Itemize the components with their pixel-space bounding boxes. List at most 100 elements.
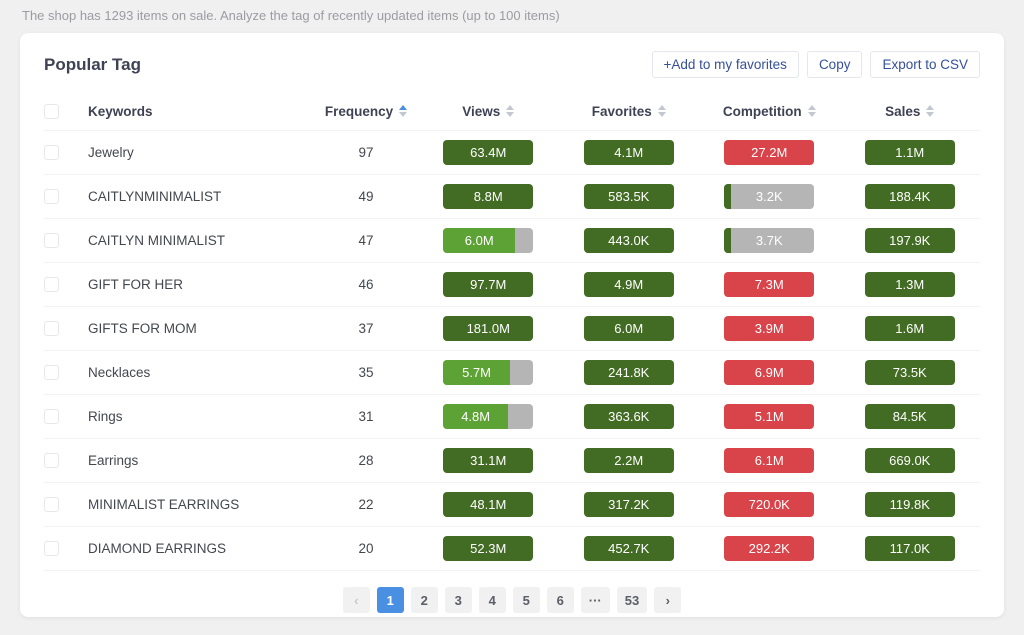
metric-value: 27.2M [751, 145, 788, 160]
competition-cell: 3.9M [699, 316, 840, 341]
metric-value: 73.5K [892, 365, 927, 380]
popular-tag-panel: Popular Tag +Add to my favorites Copy Ex… [20, 33, 1004, 617]
pagination: ‹ 1 2 3 4 5 6 ··· 53 › [44, 570, 980, 613]
metric-bar: 1.1M [864, 140, 955, 165]
page-button-4[interactable]: 4 [478, 587, 506, 613]
metric-bar: 292.2K [724, 536, 815, 561]
metric-bar: 6.9M [724, 360, 815, 385]
shop-summary-banner: The shop has 1293 items on sale. Analyze… [22, 8, 560, 23]
frequency-cell: 22 [358, 497, 374, 512]
export-csv-button[interactable]: Export to CSV [870, 51, 980, 78]
sales-cell: 197.9K [840, 228, 981, 253]
views-cell: 48.1M [418, 492, 559, 517]
add-to-favorites-button[interactable]: +Add to my favorites [651, 51, 799, 78]
metric-value: 4.1M [614, 145, 644, 160]
metric-bar: 317.2K [583, 492, 674, 517]
row-checkbox[interactable] [44, 365, 59, 380]
frequency-cell: 31 [358, 409, 374, 424]
metric-bar: 7.3M [724, 272, 815, 297]
metric-value: 181.0M [466, 321, 510, 336]
table-header: Keywords Frequency Views Favorites Competiti… [44, 92, 980, 130]
page-button-5[interactable]: 5 [512, 587, 540, 613]
metric-bar: 4.9M [583, 272, 674, 297]
views-cell: 8.8M [418, 184, 559, 209]
metric-bar: 97.7M [443, 272, 534, 297]
table-row: GIFTS FOR MOM 37 181.0M 6.0M 3.9M 1.6M [44, 306, 980, 350]
column-label: Favorites [591, 103, 652, 119]
frequency-cell: 97 [358, 145, 374, 160]
row-checkbox[interactable] [44, 409, 59, 424]
column-header-views[interactable]: Views [418, 104, 559, 119]
column-header-favorites[interactable]: Favorites [559, 104, 700, 119]
metric-bar: 363.6K [583, 404, 674, 429]
keyword-cell: Earrings [88, 453, 139, 468]
metric-value: 1.3M [895, 277, 925, 292]
keyword-cell: Rings [88, 409, 123, 424]
row-checkbox[interactable] [44, 277, 59, 292]
metric-value: 48.1M [470, 497, 507, 512]
metric-bar: 63.4M [443, 140, 534, 165]
metric-value: 197.9K [889, 233, 931, 248]
row-checkbox[interactable] [44, 453, 59, 468]
table-row: Jewelry 97 63.4M 4.1M 27.2M 1.1M [44, 130, 980, 174]
page-button-3[interactable]: 3 [444, 587, 472, 613]
row-checkbox[interactable] [44, 321, 59, 336]
column-header-competition[interactable]: Competition [699, 104, 840, 119]
keyword-cell: CAITLYN MINIMALIST [88, 233, 226, 248]
row-checkbox[interactable] [44, 145, 59, 160]
frequency-cell: 28 [358, 453, 374, 468]
sales-cell: 1.1M [840, 140, 981, 165]
sales-cell: 1.3M [840, 272, 981, 297]
sales-cell: 188.4K [840, 184, 981, 209]
copy-button[interactable]: Copy [806, 51, 863, 78]
row-checkbox[interactable] [44, 189, 59, 204]
metric-bar: 119.8K [864, 492, 955, 517]
favorites-cell: 452.7K [559, 536, 700, 561]
select-all-checkbox[interactable] [44, 103, 59, 119]
prev-page-button[interactable]: ‹ [342, 587, 370, 613]
row-checkbox[interactable] [44, 541, 59, 556]
page-button-1[interactable]: 1 [376, 587, 404, 613]
table-row: Earrings 28 31.1M 2.2M 6.1M 669.0K [44, 438, 980, 482]
sales-cell: 119.8K [840, 492, 981, 517]
metric-bar: 31.1M [443, 448, 534, 473]
metric-bar: 52.3M [443, 536, 534, 561]
metric-value: 669.0K [889, 453, 931, 468]
frequency-cell: 20 [358, 541, 374, 556]
row-checkbox[interactable] [44, 497, 59, 512]
page-button-6[interactable]: 6 [546, 587, 574, 613]
row-checkbox[interactable] [44, 233, 59, 248]
metric-bar: 188.4K [864, 184, 955, 209]
competition-cell: 3.2K [699, 184, 840, 209]
metric-value: 7.3M [754, 277, 784, 292]
metric-value: 1.1M [895, 145, 925, 160]
competition-cell: 6.9M [699, 360, 840, 385]
table-row: CAITLYNMINIMALIST 49 8.8M 583.5K 3.2K 18… [44, 174, 980, 218]
keyword-cell: GIFTS FOR MOM [88, 321, 197, 336]
metric-bar: 84.5K [864, 404, 955, 429]
page-button-53[interactable]: 53 [616, 587, 648, 613]
competition-cell: 3.7K [699, 228, 840, 253]
table-row: Necklaces 35 5.7M 241.8K 6.9M 73.5K [44, 350, 980, 394]
metric-value: 188.4K [889, 189, 931, 204]
column-header-frequency[interactable]: Frequency [314, 104, 418, 119]
metric-bar: 241.8K [583, 360, 674, 385]
views-cell: 52.3M [418, 536, 559, 561]
sales-cell: 84.5K [840, 404, 981, 429]
metric-value: 4.9M [614, 277, 644, 292]
sales-cell: 669.0K [840, 448, 981, 473]
metric-value: 117.0K [889, 541, 930, 556]
metric-bar: 27.2M [724, 140, 815, 165]
table-row: Rings 31 4.8M 363.6K 5.1M 84.5K [44, 394, 980, 438]
column-header-sales[interactable]: Sales [840, 104, 981, 119]
metric-bar: 6.0M [443, 228, 534, 253]
views-cell: 4.8M [418, 404, 559, 429]
column-label: Frequency [324, 103, 394, 119]
page-ellipsis[interactable]: ··· [580, 587, 610, 613]
next-page-button[interactable]: › [654, 587, 682, 613]
views-cell: 5.7M [418, 360, 559, 385]
metric-value: 2.2M [614, 453, 644, 468]
page-button-2[interactable]: 2 [410, 587, 438, 613]
metric-value: 1.6M [895, 321, 925, 336]
metric-value: 292.2K [748, 541, 790, 556]
